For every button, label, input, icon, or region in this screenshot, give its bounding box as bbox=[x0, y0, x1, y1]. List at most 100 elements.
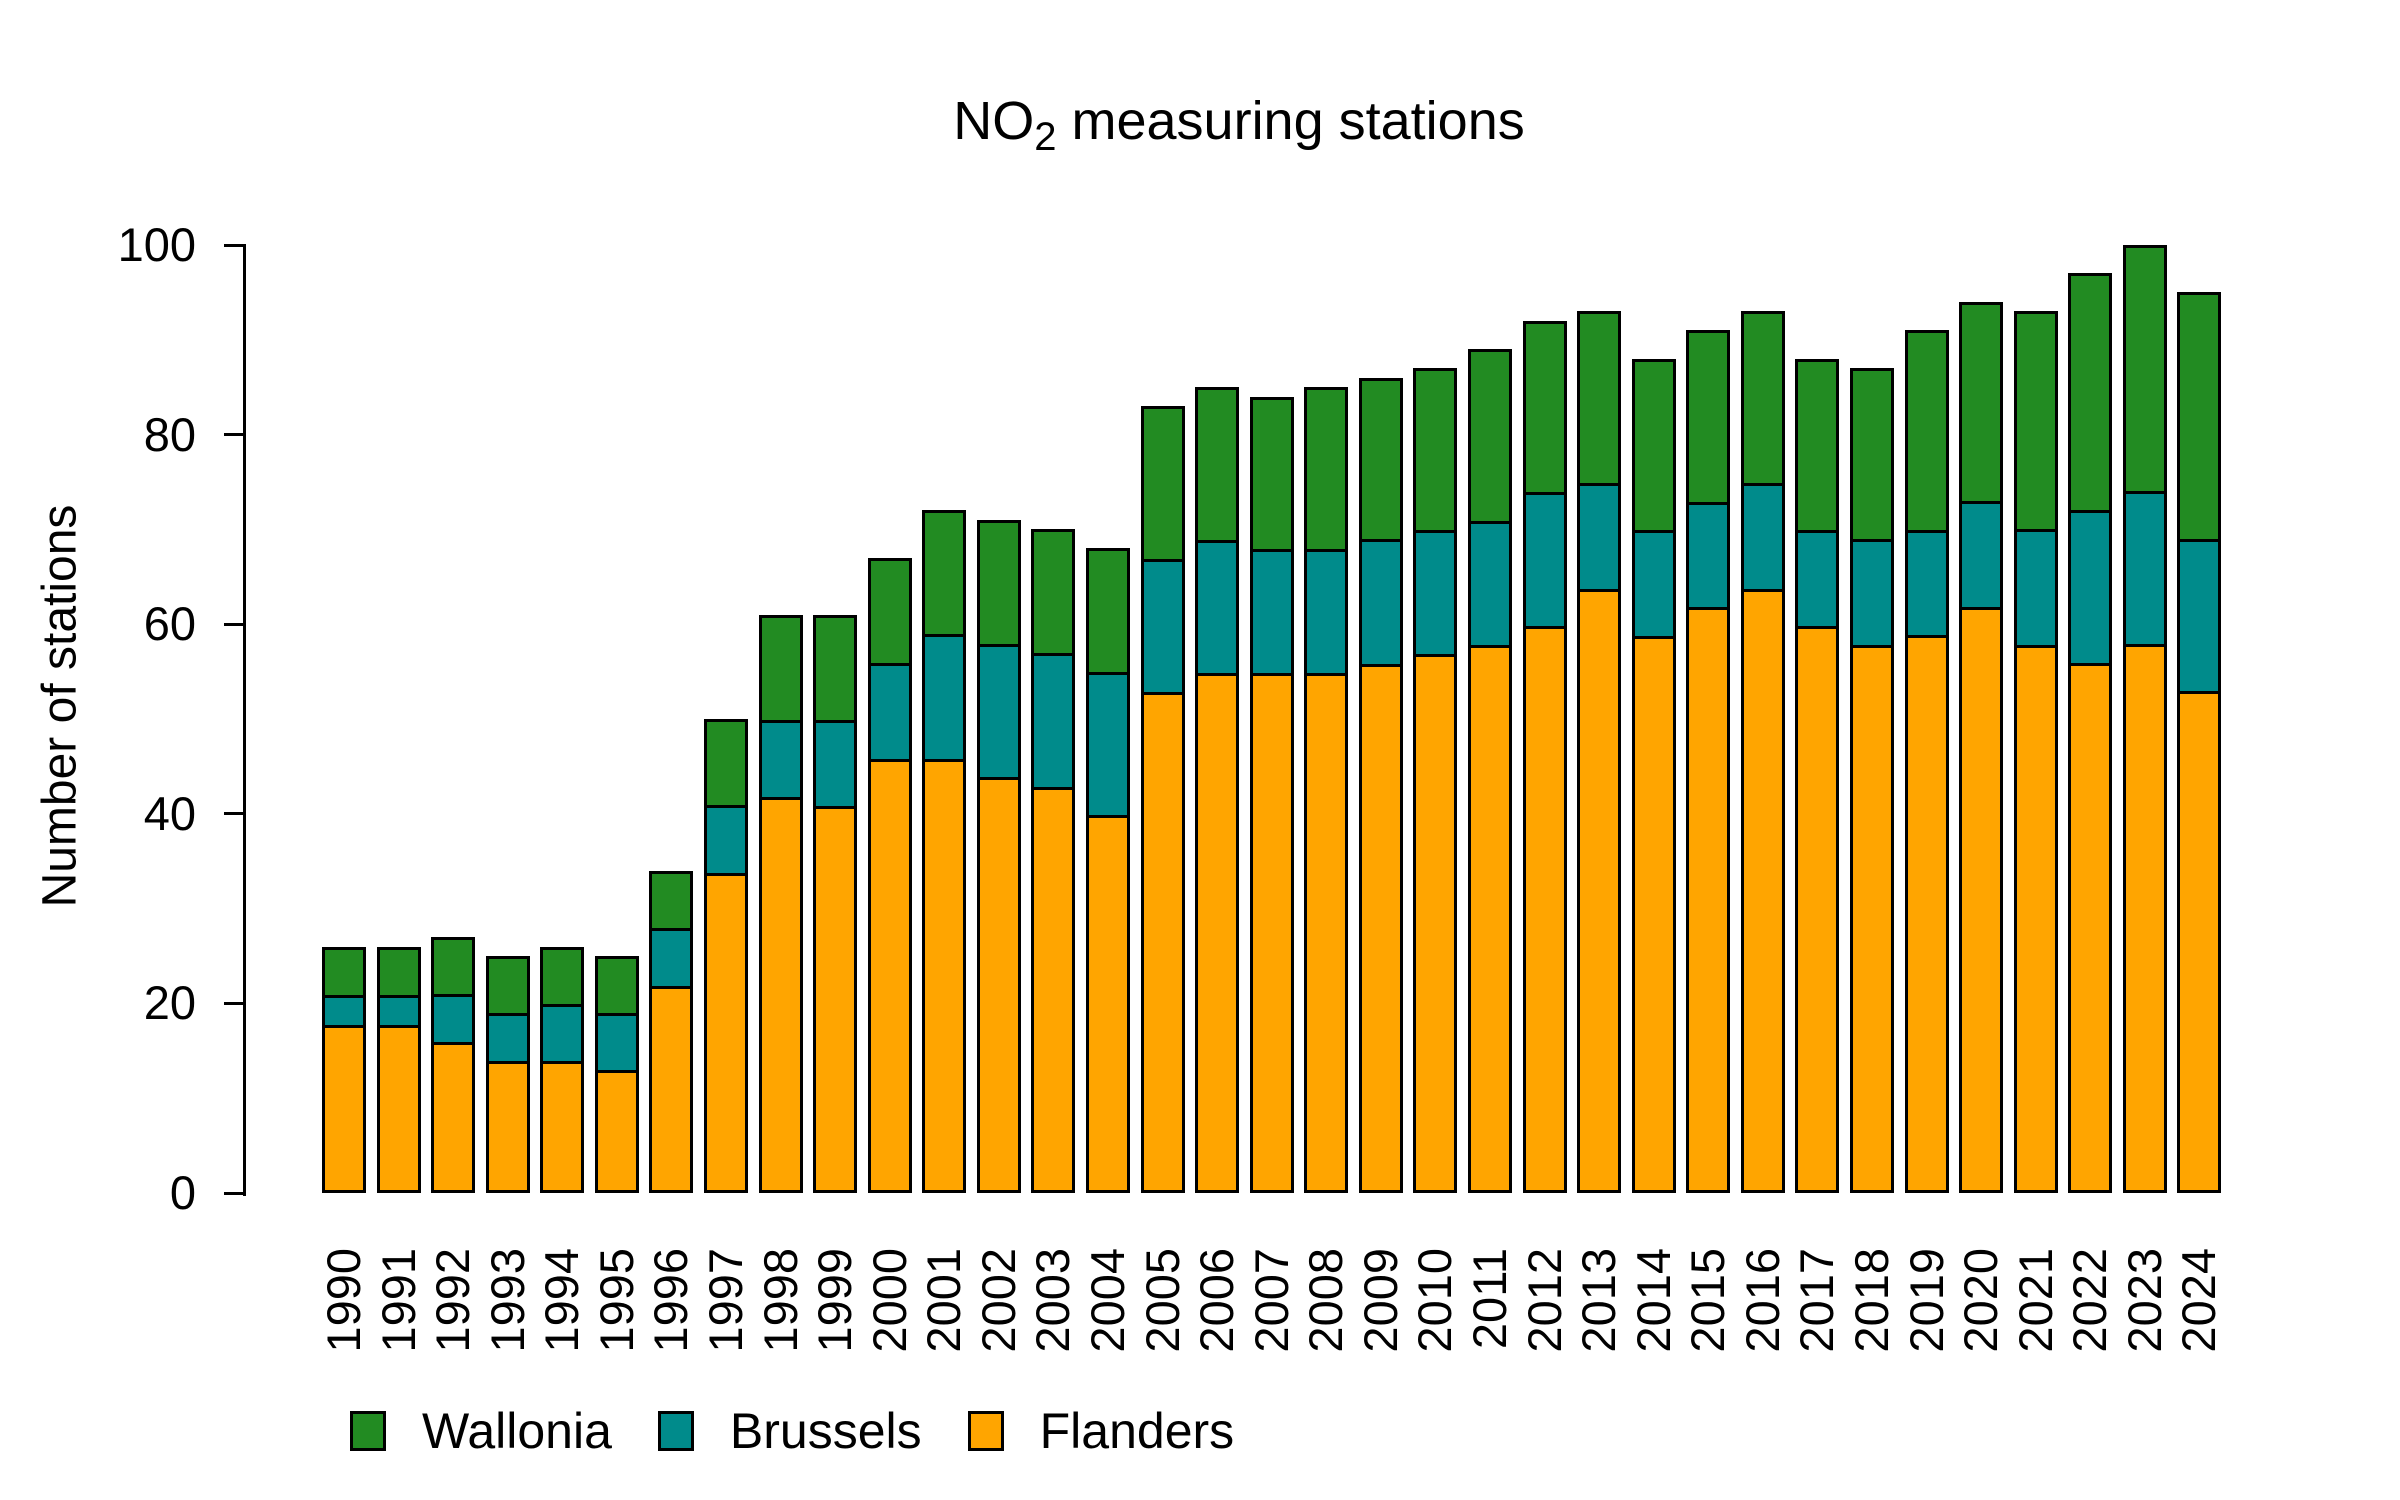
flanders-segment-2019 bbox=[1907, 638, 1946, 1190]
bar-1997 bbox=[704, 719, 748, 1193]
flanders-segment-2005 bbox=[1143, 695, 1182, 1190]
y-tick-100 bbox=[224, 243, 244, 247]
brussels-segment-2015 bbox=[1689, 504, 1728, 611]
flanders-segment-2023 bbox=[2125, 647, 2164, 1190]
x-tick-label-2014: 2014 bbox=[1626, 1248, 1680, 1353]
wallonia-segment-1996 bbox=[652, 873, 691, 932]
legend-swatch-brussels bbox=[657, 1411, 694, 1451]
x-tick-label-2021: 2021 bbox=[2008, 1248, 2062, 1353]
bar-1992 bbox=[431, 937, 476, 1193]
flanders-segment-1993 bbox=[488, 1064, 527, 1190]
brussels-segment-2024 bbox=[2180, 541, 2219, 695]
wallonia-segment-2014 bbox=[1634, 361, 1673, 533]
flanders-segment-1991 bbox=[379, 1027, 418, 1190]
bar-2021 bbox=[2013, 311, 2058, 1193]
brussels-segment-2012 bbox=[1525, 495, 1564, 629]
y-tick-label-100: 100 bbox=[117, 218, 196, 271]
x-tick-label-2013: 2013 bbox=[1572, 1248, 1626, 1353]
legend-label-wallonia: Wallonia bbox=[422, 1403, 612, 1459]
x-tick-label-1992: 1992 bbox=[426, 1248, 480, 1353]
flanders-segment-2021 bbox=[2016, 647, 2055, 1190]
brussels-segment-2018 bbox=[1853, 542, 1891, 649]
brussels-segment-2010 bbox=[1416, 533, 1455, 658]
wallonia-segment-2020 bbox=[1962, 304, 2001, 505]
brussels-segment-2001 bbox=[925, 637, 964, 762]
bar-2022 bbox=[2068, 273, 2113, 1193]
wallonia-segment-1991 bbox=[379, 949, 418, 998]
wallonia-segment-2006 bbox=[1198, 390, 1237, 543]
x-tick-label-2004: 2004 bbox=[1081, 1248, 1134, 1353]
flanders-segment-2013 bbox=[1580, 591, 1619, 1190]
flanders-segment-1997 bbox=[707, 875, 745, 1190]
bar-2010 bbox=[1413, 368, 1458, 1193]
brussels-segment-2004 bbox=[1089, 675, 1127, 818]
wallonia-segment-2001 bbox=[925, 513, 964, 638]
bar-2009 bbox=[1358, 377, 1403, 1193]
x-tick-label-2022: 2022 bbox=[2063, 1248, 2117, 1353]
bar-2024 bbox=[2177, 292, 2222, 1193]
x-tick-label-2009: 2009 bbox=[1353, 1248, 1407, 1353]
bar-2000 bbox=[867, 557, 912, 1193]
flanders-segment-1998 bbox=[761, 800, 800, 1190]
bar-2015 bbox=[1686, 330, 1731, 1193]
bar-2003 bbox=[1031, 529, 1076, 1193]
y-axis-line bbox=[243, 244, 246, 1196]
bar-2020 bbox=[1959, 301, 2004, 1193]
x-tick-label-2015: 2015 bbox=[1681, 1248, 1735, 1353]
brussels-segment-1992 bbox=[434, 997, 473, 1046]
legend: Wallonia Brussels Flanders bbox=[350, 1402, 1234, 1460]
flanders-segment-2003 bbox=[1034, 789, 1073, 1190]
bar-1995 bbox=[594, 956, 639, 1193]
brussels-segment-1997 bbox=[707, 808, 745, 876]
legend-swatch-flanders bbox=[967, 1411, 1004, 1451]
brussels-segment-2008 bbox=[1307, 551, 1346, 677]
bar-2014 bbox=[1631, 358, 1676, 1193]
brussels-segment-1995 bbox=[597, 1016, 636, 1073]
brussels-segment-2007 bbox=[1252, 552, 1291, 677]
bar-1996 bbox=[649, 870, 694, 1193]
flanders-segment-1996 bbox=[652, 989, 691, 1190]
brussels-segment-2002 bbox=[979, 646, 1018, 781]
flanders-segment-2008 bbox=[1307, 676, 1346, 1190]
brussels-segment-2011 bbox=[1471, 523, 1509, 648]
wallonia-segment-2024 bbox=[2180, 295, 2219, 542]
y-tick-40 bbox=[224, 812, 244, 816]
wallonia-segment-2003 bbox=[1034, 532, 1073, 657]
x-tick-label-1990: 1990 bbox=[317, 1248, 370, 1353]
legend-item-wallonia: Wallonia bbox=[350, 1402, 612, 1460]
y-tick-80 bbox=[224, 433, 244, 437]
wallonia-segment-2015 bbox=[1689, 333, 1728, 505]
bar-2001 bbox=[922, 510, 967, 1193]
bar-2012 bbox=[1522, 320, 1567, 1193]
wallonia-segment-1993 bbox=[488, 959, 527, 1016]
wallonia-segment-2013 bbox=[1580, 314, 1619, 486]
brussels-segment-2013 bbox=[1580, 485, 1619, 592]
x-tick-label-1996: 1996 bbox=[644, 1248, 698, 1353]
x-tick-label-2024: 2024 bbox=[2172, 1248, 2226, 1353]
bar-1998 bbox=[758, 614, 803, 1193]
bar-2007 bbox=[1249, 396, 1294, 1193]
wallonia-segment-2021 bbox=[2016, 314, 2055, 533]
brussels-segment-2005 bbox=[1143, 561, 1182, 696]
bar-2006 bbox=[1195, 387, 1240, 1193]
y-tick-label-20: 20 bbox=[143, 976, 196, 1030]
bar-2013 bbox=[1577, 311, 1622, 1193]
wallonia-segment-2023 bbox=[2125, 248, 2164, 495]
y-tick-0 bbox=[224, 1191, 244, 1195]
legend-label-flanders: Flanders bbox=[1039, 1403, 1235, 1459]
flanders-segment-1990 bbox=[325, 1027, 363, 1190]
wallonia-segment-1992 bbox=[434, 940, 473, 998]
wallonia-segment-2004 bbox=[1089, 551, 1127, 676]
x-tick-label-2007: 2007 bbox=[1244, 1248, 1298, 1353]
x-tick-label-1998: 1998 bbox=[753, 1248, 807, 1353]
y-axis-title: Number of stations bbox=[33, 504, 87, 908]
x-tick-label-2002: 2002 bbox=[971, 1248, 1025, 1353]
chart-title-prefix: NO bbox=[953, 91, 1035, 151]
wallonia-segment-2005 bbox=[1143, 409, 1182, 562]
flanders-segment-2006 bbox=[1198, 676, 1237, 1190]
brussels-segment-1998 bbox=[761, 722, 800, 801]
wallonia-segment-2017 bbox=[1798, 361, 1837, 533]
flanders-segment-2010 bbox=[1416, 657, 1455, 1190]
flanders-segment-2009 bbox=[1361, 666, 1400, 1190]
brussels-segment-2006 bbox=[1198, 542, 1237, 677]
